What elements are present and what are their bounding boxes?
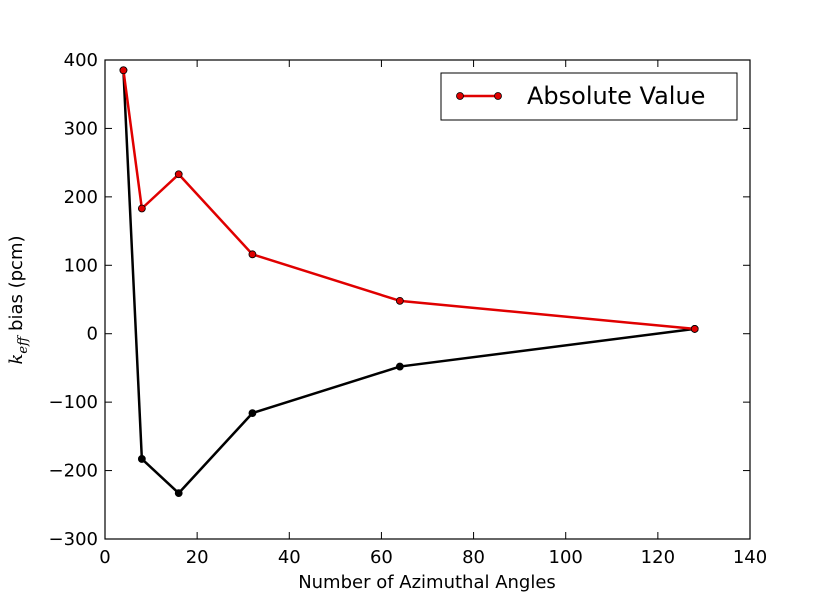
y-ticks: −300 −200 −100 0 100 200 300 400 — [49, 50, 750, 550]
legend-label-absolute-value: Absolute Value — [527, 82, 705, 110]
x-tick-label: 20 — [186, 547, 209, 568]
data-point-bias — [395, 362, 404, 371]
plot-frame — [104, 59, 751, 540]
x-tick-label: 140 — [733, 547, 767, 568]
legend-marker-left — [456, 92, 464, 100]
x-tick-label: 40 — [278, 547, 301, 568]
y-tick-label: 0 — [87, 324, 98, 345]
y-tick-label: 400 — [64, 50, 98, 71]
y-axis-label-text: bias (pcm) — [6, 235, 27, 336]
series-line-bias — [122, 70, 695, 495]
series-layer — [119, 66, 699, 498]
y-tick-label: 300 — [64, 118, 98, 139]
data-point-absolute-value — [395, 296, 404, 305]
x-axis-label: Number of Azimuthal Angles — [298, 572, 556, 593]
y-tick-label: 100 — [64, 255, 98, 276]
y-axis-label-subscript: eff — [16, 334, 31, 354]
data-point-absolute-value — [248, 250, 257, 259]
series-line-absolute-value — [122, 70, 695, 331]
y-axis-label-symbol: k — [6, 354, 27, 365]
y-axis-label: keff bias (pcm) — [6, 235, 31, 364]
x-tick-label: 100 — [549, 547, 583, 568]
data-point-bias — [248, 409, 257, 417]
data-point-absolute-value — [174, 170, 183, 179]
x-tick-label: 120 — [641, 547, 675, 568]
data-point-absolute-value — [690, 325, 699, 333]
data-point-bias — [174, 489, 183, 498]
y-tick-label: −100 — [49, 392, 98, 413]
x-tick-label: 80 — [462, 547, 485, 568]
y-tick-label: −300 — [49, 529, 98, 550]
data-point-bias — [137, 455, 146, 463]
x-tick-label: 60 — [370, 547, 393, 568]
x-tick-label: 0 — [99, 547, 110, 568]
y-tick-label: 200 — [64, 187, 98, 208]
legend: Absolute Value — [440, 72, 738, 121]
data-point-absolute-value — [119, 66, 128, 75]
data-point-absolute-value — [137, 204, 146, 213]
plot-area — [105, 60, 750, 539]
x-ticks: 0 20 40 60 80 100 120 140 — [99, 60, 767, 568]
legend-marker-right — [494, 92, 502, 100]
y-tick-label: −200 — [49, 461, 98, 482]
